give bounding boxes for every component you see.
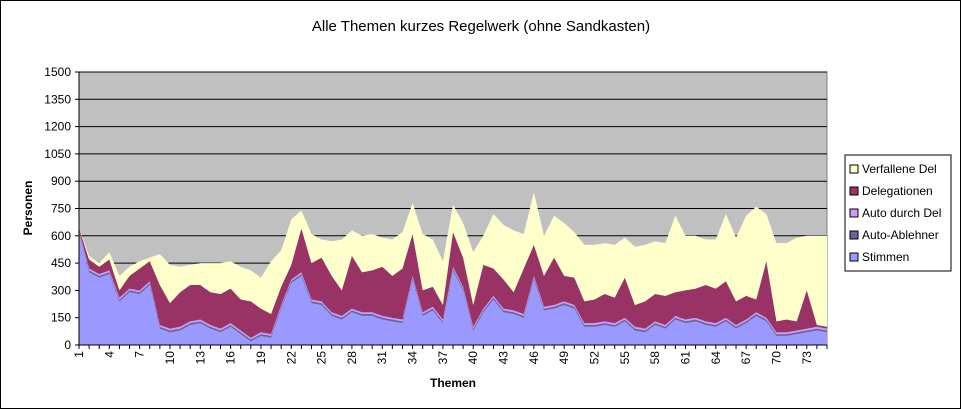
legend-swatch	[849, 164, 859, 174]
area	[79, 192, 827, 327]
legend-swatch	[849, 208, 859, 218]
y-tick-label: 1500	[44, 65, 71, 79]
x-tick-label: 40	[466, 351, 480, 365]
x-tick-label: 46	[527, 351, 541, 365]
legend-label: Auto durch Del	[862, 206, 941, 220]
x-tick-label: 73	[800, 351, 814, 365]
y-tick-label: 300	[51, 283, 71, 297]
x-tick-label: 31	[375, 351, 389, 365]
x-tick-label: 25	[315, 351, 329, 365]
x-tick-label: 37	[436, 351, 450, 365]
legend-swatch	[849, 252, 859, 262]
x-tick-label: 67	[739, 351, 753, 365]
x-tick-label: 4	[102, 351, 116, 358]
x-tick-label: 22	[284, 351, 298, 365]
y-tick-label: 0	[64, 338, 71, 352]
x-tick-label: 16	[224, 351, 238, 365]
area	[79, 232, 827, 345]
y-tick-label: 1350	[44, 92, 71, 106]
legend-swatch	[849, 230, 859, 240]
y-tick-label: 750	[51, 202, 71, 216]
x-tick-label: 19	[254, 351, 268, 365]
x-tick-label: 28	[345, 351, 359, 365]
y-axis-title: Personen	[21, 181, 35, 236]
legend-label: Delegationen	[862, 184, 933, 198]
y-tick-label: 1050	[44, 147, 71, 161]
x-tick-label: 43	[497, 351, 511, 365]
legend-label: Verfallene Del	[862, 162, 937, 176]
area	[79, 228, 827, 338]
x-tick-label: 61	[678, 351, 692, 365]
y-tick-label: 1200	[44, 120, 71, 134]
x-tick-label: 49	[557, 351, 571, 365]
legend: Verfallene Del Delegationen Auto durch Del…	[844, 154, 952, 272]
legend-box	[844, 154, 952, 272]
legend-swatch	[849, 186, 859, 196]
y-tick-label: 450	[51, 256, 71, 270]
x-tick-label: 52	[588, 351, 602, 365]
chart-title: Alle Themen kurzes Regelwerk (ohne Sandk…	[312, 18, 650, 35]
x-tick-label: 70	[769, 351, 783, 365]
y-tick-label: 150	[51, 311, 71, 325]
legend-label: Auto-Ablehner	[862, 228, 939, 242]
y-tick-label: 600	[51, 229, 71, 243]
x-tick-label: 1	[72, 351, 86, 358]
x-tick-label: 34	[406, 351, 420, 365]
x-axis-title: Themen	[430, 376, 476, 390]
x-tick-label: 7	[133, 351, 147, 358]
x-tick-label: 13	[193, 351, 207, 365]
legend-label: Stimmen	[862, 250, 909, 264]
x-tick-label: 55	[618, 351, 632, 365]
x-tick-label: 58	[648, 351, 662, 365]
x-tick-label: 10	[163, 351, 177, 365]
x-tick-label: 64	[709, 351, 723, 365]
y-tick-label: 900	[51, 174, 71, 188]
